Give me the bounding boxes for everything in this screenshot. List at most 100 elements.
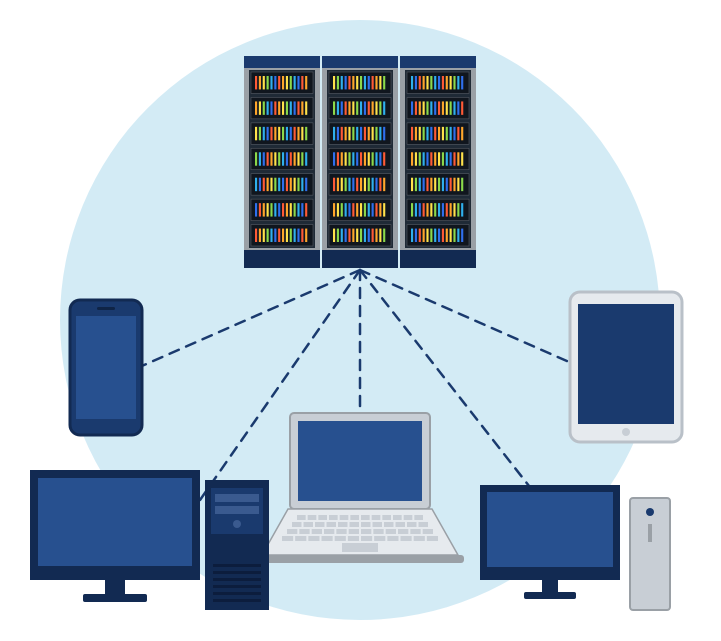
- server-led: [419, 152, 421, 165]
- server-led: [294, 203, 296, 216]
- server-led: [411, 229, 413, 242]
- server-led: [348, 76, 350, 89]
- smartphone-screen: [76, 316, 136, 419]
- server-led: [364, 152, 366, 165]
- server-led: [286, 76, 288, 89]
- server-led: [305, 178, 307, 191]
- server-led: [274, 178, 276, 191]
- server-led: [438, 127, 440, 140]
- server-led: [461, 152, 463, 165]
- server-led: [348, 101, 350, 114]
- server-led: [461, 127, 463, 140]
- server-led: [267, 152, 269, 165]
- server-led: [348, 152, 350, 165]
- server-led: [352, 127, 354, 140]
- server-led: [282, 229, 284, 242]
- laptop-key: [315, 522, 325, 527]
- server-led: [282, 76, 284, 89]
- server-led: [434, 127, 436, 140]
- server-led: [383, 101, 385, 114]
- server-led: [301, 178, 303, 191]
- laptop-key: [297, 515, 306, 520]
- server-led: [341, 127, 343, 140]
- server-led: [430, 178, 432, 191]
- server-led: [415, 178, 417, 191]
- laptop-key: [384, 522, 394, 527]
- power-button-icon: [646, 508, 654, 516]
- laptop-key: [329, 515, 338, 520]
- server-led: [333, 101, 335, 114]
- server-led: [356, 76, 358, 89]
- server-led: [270, 203, 272, 216]
- server-led: [278, 152, 280, 165]
- laptop-key: [308, 515, 317, 520]
- server-led: [368, 178, 370, 191]
- server-led: [442, 203, 444, 216]
- server-led: [301, 127, 303, 140]
- server-led: [450, 101, 452, 114]
- laptop-key: [350, 515, 359, 520]
- laptop-trackpad: [342, 543, 378, 552]
- laptop-key: [407, 522, 417, 527]
- server-led: [360, 152, 362, 165]
- server-led: [337, 152, 339, 165]
- server-led: [333, 152, 335, 165]
- server-led: [423, 229, 425, 242]
- server-led: [442, 76, 444, 89]
- server-led: [442, 178, 444, 191]
- server-led: [419, 178, 421, 191]
- server-led: [446, 229, 448, 242]
- server-led: [438, 76, 440, 89]
- tower-vent: [213, 592, 261, 595]
- server-led: [430, 76, 432, 89]
- server-led: [341, 178, 343, 191]
- server-led: [345, 127, 347, 140]
- server-led: [297, 229, 299, 242]
- server-led: [446, 101, 448, 114]
- server-led: [333, 76, 335, 89]
- server-led: [379, 127, 381, 140]
- laptop-key: [292, 522, 302, 527]
- server-led: [446, 76, 448, 89]
- server-led: [438, 203, 440, 216]
- server-led: [379, 101, 381, 114]
- server-led: [372, 127, 374, 140]
- server-led: [375, 178, 377, 191]
- server-led: [345, 203, 347, 216]
- server-led: [419, 101, 421, 114]
- server-led: [274, 229, 276, 242]
- server-led: [305, 127, 307, 140]
- server-led: [348, 203, 350, 216]
- laptop-key: [396, 522, 406, 527]
- server-led: [379, 229, 381, 242]
- server-led: [270, 101, 272, 114]
- server-led: [415, 203, 417, 216]
- server-led: [415, 127, 417, 140]
- server-led: [305, 203, 307, 216]
- server-led: [453, 203, 455, 216]
- server-led: [438, 101, 440, 114]
- server-led: [259, 101, 261, 114]
- server-led: [286, 101, 288, 114]
- server-led: [352, 178, 354, 191]
- monitor-screen: [38, 478, 192, 566]
- server-led: [411, 203, 413, 216]
- server-led: [457, 152, 459, 165]
- tablet: [570, 292, 682, 442]
- server-led: [423, 203, 425, 216]
- server-led: [364, 76, 366, 89]
- server-led: [426, 229, 428, 242]
- server-led: [274, 101, 276, 114]
- server-led: [383, 76, 385, 89]
- server-led: [434, 203, 436, 216]
- smartphone: [70, 300, 142, 435]
- server-led: [341, 229, 343, 242]
- server-led: [430, 229, 432, 242]
- server-led: [348, 229, 350, 242]
- server-led: [345, 101, 347, 114]
- server-led: [430, 203, 432, 216]
- server-led: [457, 76, 459, 89]
- server-led: [348, 178, 350, 191]
- server-led: [255, 203, 257, 216]
- laptop-key: [373, 522, 383, 527]
